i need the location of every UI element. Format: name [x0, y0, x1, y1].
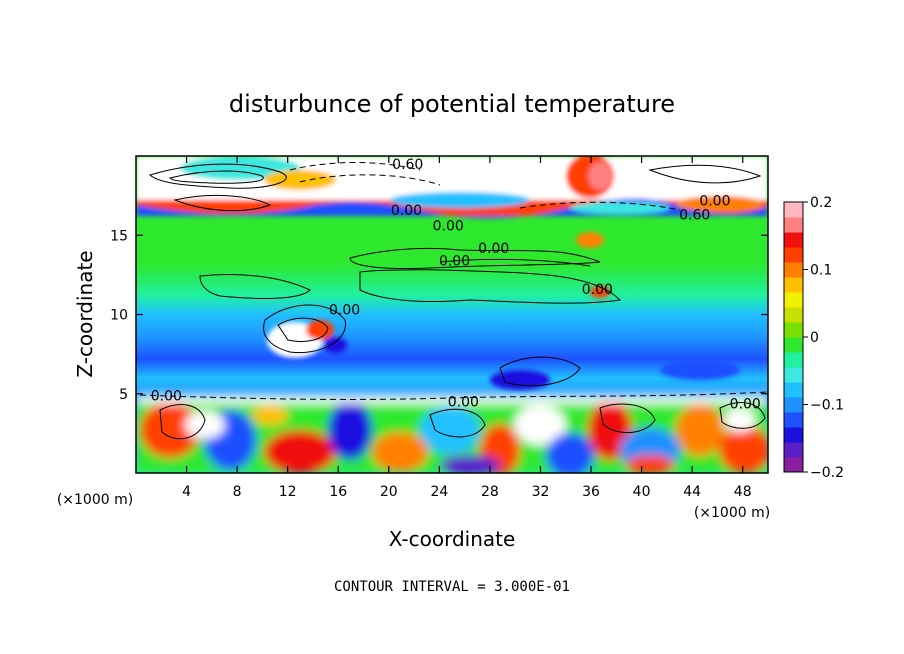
- colorbar-ticks: 0.2 0.1 0 −0.1 −0.2: [803, 195, 844, 481]
- colorbar-tick-label: 0.2: [810, 195, 832, 211]
- colorbar-swatch: [784, 232, 803, 248]
- contour-label: 0.00: [329, 303, 360, 319]
- contour-lines: [139, 162, 768, 440]
- contour-label: 0.00: [448, 395, 479, 411]
- contour-label: 0.00: [582, 282, 613, 298]
- x-tick-label: 32: [532, 484, 550, 500]
- colorbar-swatch: [784, 367, 803, 383]
- contour-labels: 0.600.000.600.000.000.000.000.000.000.00…: [151, 157, 761, 412]
- colorbar-tick-label: 0: [810, 330, 819, 346]
- contour-label: 0.00: [730, 396, 761, 412]
- x-axis: 4 8 12 16 20 24 28 32 36 40 44 48: [182, 156, 752, 500]
- x-tick-label: 40: [633, 484, 651, 500]
- chart-title: disturbunce of potential temperature: [229, 90, 675, 118]
- colorbar-swatch: [784, 202, 803, 218]
- contour-label: 0.00: [433, 219, 464, 235]
- contour-label: 0.00: [151, 388, 182, 404]
- colorbar-swatch: [784, 217, 803, 233]
- y-tick-label: 5: [119, 387, 128, 403]
- colorbar: [784, 202, 803, 473]
- lower-layer: [136, 394, 768, 473]
- colorbar-swatch: [784, 322, 803, 338]
- y-tick-label: 10: [110, 308, 128, 324]
- colorbar-swatch: [784, 382, 803, 398]
- x-unit-label-left: (×1000 m): [57, 492, 133, 508]
- x-tick-label: 20: [380, 484, 398, 500]
- mid-disturbances: [267, 232, 740, 390]
- x-tick-label: 48: [734, 484, 752, 500]
- colorbar-swatch: [784, 442, 803, 458]
- colorbar-tick-label: 0.1: [810, 263, 832, 279]
- y-axis-label: Z-coordinate: [73, 250, 97, 377]
- x-tick-label: 28: [481, 484, 499, 500]
- colorbar-swatch: [784, 397, 803, 413]
- x-tick-label: 36: [582, 484, 600, 500]
- colorbar-tick-label: −0.1: [810, 398, 844, 414]
- y-tick-label: 15: [110, 228, 128, 244]
- x-tick-label: 4: [182, 484, 191, 500]
- contour-label: 0.60: [679, 208, 710, 224]
- colorbar-swatch: [784, 247, 803, 263]
- upper-layer: [136, 156, 768, 219]
- colorbar-swatch: [784, 427, 803, 443]
- colorbar-swatch: [784, 412, 803, 428]
- contour-label: 0.60: [392, 157, 423, 173]
- colorbar-tick-label: −0.2: [810, 465, 844, 481]
- colorbar-swatch: [784, 352, 803, 368]
- contour-label: 0.00: [478, 241, 509, 257]
- heatmap-field: 0.600.000.600.000.000.000.000.000.000.00…: [136, 156, 768, 473]
- colorbar-swatch: [784, 337, 803, 353]
- x-unit-label-right: (×1000 m): [694, 505, 770, 521]
- contour-label: 0.00: [439, 254, 470, 270]
- x-tick-label: 44: [683, 484, 701, 500]
- x-tick-label: 12: [279, 484, 297, 500]
- x-tick-label: 8: [233, 484, 242, 500]
- colorbar-swatch: [784, 457, 803, 473]
- contour-label: 0.00: [699, 193, 730, 209]
- colorbar-swatch: [784, 307, 803, 323]
- contour-label: 0.00: [391, 203, 422, 219]
- colorbar-swatch: [784, 292, 803, 308]
- colorbar-swatch: [784, 262, 803, 278]
- x-axis-label: X-coordinate: [389, 527, 516, 551]
- x-tick-label: 24: [430, 484, 448, 500]
- colorbar-swatch: [784, 277, 803, 293]
- y-axis: 5 10 15: [110, 228, 768, 403]
- x-tick-label: 16: [329, 484, 347, 500]
- contour-interval-note: CONTOUR INTERVAL = 3.000E-01: [334, 579, 570, 595]
